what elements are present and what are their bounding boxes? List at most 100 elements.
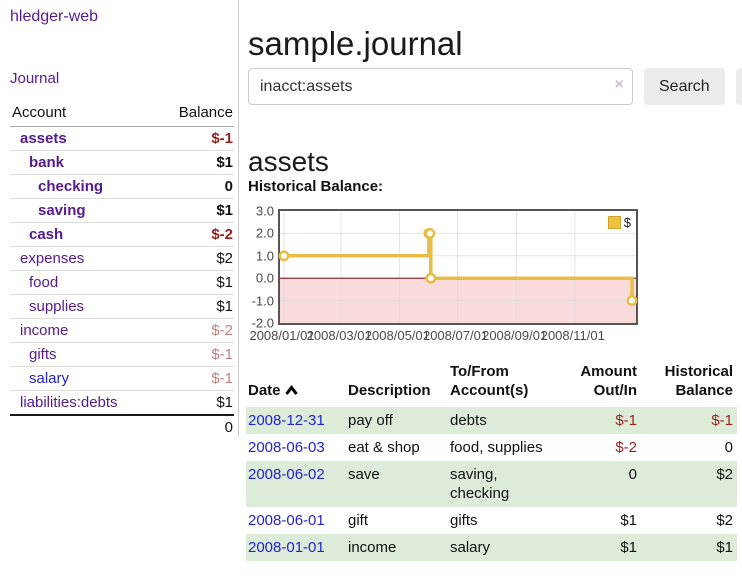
account-link[interactable]: liabilities:debts	[20, 394, 118, 411]
transaction-date-link[interactable]: 2008-01-01	[248, 539, 325, 556]
transaction-amount-cell: $-2	[615, 439, 637, 456]
account-row: saving $1	[10, 198, 234, 223]
register-header-description: Description	[348, 382, 431, 399]
register-header-balance: Historical Balance	[664, 363, 733, 399]
transaction-description-cell: save	[348, 466, 380, 483]
transaction-date-link[interactable]: 2008-06-02	[248, 466, 325, 483]
accounts-header-balance: Balance	[156, 101, 234, 127]
historical-balance-chart: 3.0 2.0 1.0 0.0 -1.0 -2.0 $ 2008/01/01 2008/03…	[248, 204, 738, 344]
account-link[interactable]: food	[29, 274, 59, 291]
transaction-balance-cell: $2	[716, 466, 733, 483]
account-balance: $1	[156, 390, 234, 415]
account-row: gifts $-1	[10, 342, 234, 367]
account-row: expenses $2	[10, 246, 234, 271]
account-balance: $-1	[156, 366, 234, 391]
x-tick-label: 2008/07/01	[422, 328, 489, 343]
transaction-date-link[interactable]: 2008-06-03	[248, 439, 325, 456]
legend-swatch-icon	[607, 216, 621, 229]
transaction-date-cell: 2008-12-31	[246, 407, 346, 434]
register-table: Date Description To/From Account(s) Amou…	[246, 360, 737, 561]
register-header-date[interactable]: Date	[246, 360, 346, 407]
accounts-table: Account Balance assets $-1 bank $1 checking 0…	[10, 101, 234, 439]
account-link[interactable]: income	[20, 322, 69, 339]
transaction-row[interactable]: 2008-01-01 income salary $1 $1	[246, 534, 737, 561]
transaction-balance-cell: $1	[716, 539, 733, 556]
transaction-accounts-cell: salary	[450, 539, 491, 556]
transaction-row[interactable]: 2008-12-31 pay off debts $-1 $-1	[246, 407, 737, 434]
transaction-description-cell: pay off	[348, 412, 393, 429]
account-balance: $-2	[156, 222, 234, 247]
account-row: liabilities:debts $1	[10, 390, 234, 415]
account-link[interactable]: salary	[29, 370, 70, 387]
account-link[interactable]: expenses	[20, 250, 85, 267]
accounts-header-account: Account	[10, 101, 157, 127]
transaction-row[interactable]: 2008-06-03 eat & shop food, supplies $-2 0	[246, 434, 737, 461]
y-tick-label: -2.0	[251, 315, 274, 331]
account-row: food $1	[10, 270, 234, 295]
account-balance: $1	[156, 150, 234, 175]
transaction-date-cell: 2008-06-03	[246, 434, 346, 461]
chart-plot-area: $	[278, 209, 638, 325]
accounts-total-row: 0	[10, 414, 234, 439]
search-form: × Search ?	[248, 68, 742, 105]
transaction-amount-cell: $1	[620, 512, 637, 529]
transaction-balance-cell: 0	[724, 439, 733, 456]
page-title: sample.journal	[248, 25, 463, 63]
transaction-date-link[interactable]: 2008-12-31	[248, 412, 325, 429]
sort-asc-icon	[284, 385, 298, 395]
help-button[interactable]: ?	[735, 68, 742, 105]
app-title-link[interactable]: hledger-web	[10, 8, 99, 25]
transaction-row[interactable]: 2008-06-02 save saving, checking 0 $2	[246, 461, 737, 507]
search-input[interactable]	[248, 68, 633, 105]
account-row: salary $-1	[10, 366, 234, 391]
transaction-description-cell: gift	[348, 512, 369, 529]
transaction-balance-cell: $2	[716, 512, 733, 529]
account-row: supplies $1	[10, 294, 234, 319]
accounts-total-value: 0	[156, 414, 234, 439]
transaction-description-cell: income	[348, 539, 397, 556]
legend-label: $	[623, 215, 631, 230]
register-header-amount: Amount Out/In	[580, 363, 637, 399]
y-tick-label: -1.0	[251, 293, 274, 309]
account-link[interactable]: assets	[20, 130, 67, 147]
x-tick-label: 2008/05/01	[364, 328, 430, 343]
transaction-date-link[interactable]: 2008-06-01	[248, 512, 325, 529]
account-balance: $-1	[156, 342, 234, 367]
account-link[interactable]: supplies	[29, 298, 85, 315]
transaction-amount-cell: 0	[628, 466, 637, 483]
transaction-accounts-cell: gifts	[450, 512, 478, 529]
account-balance: $1	[156, 294, 234, 319]
search-button[interactable]: Search	[644, 68, 725, 105]
x-tick-label: 2008/09/01	[482, 328, 548, 343]
y-tick-label: 1.0	[255, 248, 274, 264]
account-row: income $-2	[10, 318, 234, 343]
account-link[interactable]: bank	[29, 154, 65, 171]
account-balance: $-2	[156, 318, 234, 343]
account-link[interactable]: checking	[38, 178, 104, 195]
x-tick-label: 2008/11/01	[540, 328, 605, 343]
account-balance: 0	[156, 174, 234, 199]
chart-x-axis-labels: 2008/01/01 2008/03/01 2008/05/01 2008/07/01…	[249, 328, 638, 344]
chart-canvas	[278, 211, 638, 323]
account-link[interactable]: cash	[29, 226, 64, 243]
account-link[interactable]: gifts	[29, 346, 57, 363]
transaction-description-cell: eat & shop	[348, 439, 420, 456]
account-balance: $-1	[211, 130, 233, 147]
sidebar-divider	[238, 0, 239, 437]
account-link[interactable]: saving	[38, 202, 86, 219]
y-tick-label: 0.0	[255, 270, 274, 286]
transaction-accounts-cell: debts	[450, 412, 487, 429]
x-tick-label: 2008/01/01	[249, 328, 315, 343]
account-row: cash $-2	[10, 222, 234, 247]
transaction-amount-cell: $-1	[615, 412, 637, 429]
transaction-balance-cell: $-1	[711, 412, 733, 429]
clear-search-icon[interactable]: ×	[614, 76, 624, 93]
transaction-accounts-cell: saving, checking	[450, 466, 510, 502]
account-row: checking 0	[10, 174, 234, 199]
transaction-row[interactable]: 2008-06-01 gift gifts $1 $2	[246, 507, 737, 534]
account-balance: $2	[156, 246, 234, 271]
account-heading: assets	[248, 146, 329, 178]
transaction-amount-cell: $1	[620, 539, 637, 556]
transaction-date-cell: 2008-06-02	[246, 461, 346, 507]
sidebar-item-journal[interactable]: Journal	[10, 70, 60, 87]
